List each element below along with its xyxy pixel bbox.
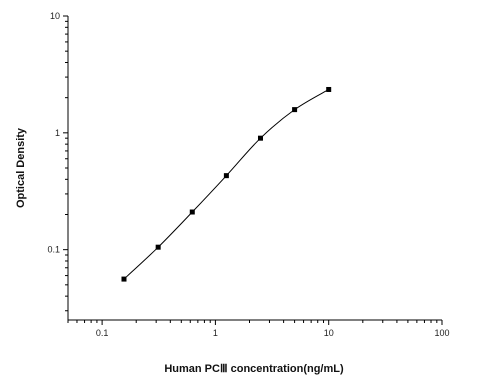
data-points-layer <box>121 86 332 282</box>
data-point <box>292 107 298 113</box>
x-tick-label: 100 <box>434 328 449 338</box>
data-point <box>189 209 195 215</box>
axis-ticks: 0.1 1 10 100 0.1 1 10 <box>47 11 449 338</box>
x-tick-label: 1 <box>213 328 218 338</box>
axes <box>67 16 442 321</box>
data-point <box>326 86 332 92</box>
data-point <box>257 135 263 141</box>
fit-curve <box>123 89 329 280</box>
x-tick-label: 0.1 <box>96 328 109 338</box>
x-axis-title: Human PCⅢ concentration(ng/mL) <box>164 363 344 375</box>
fit-curve-layer <box>123 89 329 280</box>
data-point <box>155 244 161 250</box>
y-axis-title: Optical Density <box>15 127 27 208</box>
y-tick-label: 1 <box>55 128 60 138</box>
data-point <box>121 276 127 282</box>
x-tick-label: 10 <box>324 328 334 338</box>
y-tick-label: 0.1 <box>47 245 60 255</box>
y-tick-label: 10 <box>50 11 60 21</box>
data-point <box>223 173 229 179</box>
